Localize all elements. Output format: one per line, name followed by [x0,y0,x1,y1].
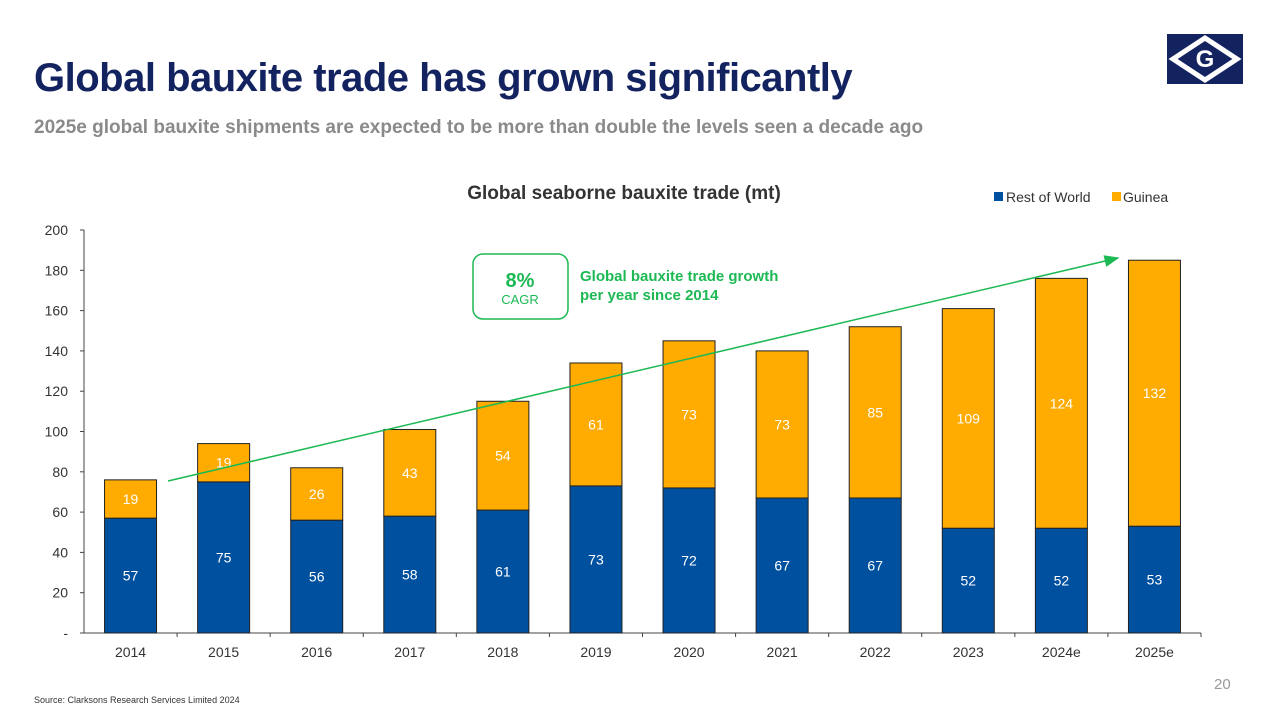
data-label-rest-of-world: 75 [216,549,232,565]
cagr-box [472,253,569,320]
data-label-guinea: 109 [957,410,981,426]
bar-rest-of-world [383,515,437,634]
data-label-guinea: 19 [123,491,139,507]
bar-guinea [1034,277,1088,529]
x-tick-label: 2016 [301,644,332,660]
bar-guinea [104,479,158,519]
data-label-rest-of-world: 58 [402,567,418,583]
data-label-rest-of-world: 61 [495,564,511,580]
x-tick-label: 2023 [953,644,984,660]
x-tick-label: 2022 [860,644,891,660]
data-label-rest-of-world: 53 [1147,572,1163,588]
company-logo: G [1167,34,1243,84]
data-label-rest-of-world: 73 [588,551,604,567]
data-label-rest-of-world: 52 [1054,573,1070,589]
bar-guinea [197,443,251,483]
data-label-rest-of-world: 72 [681,552,697,568]
y-tick-label: 20 [52,585,68,601]
y-tick-label: - [63,625,68,641]
data-label-guinea: 85 [867,404,883,420]
data-label-guinea: 73 [774,416,790,432]
legend-label-row: Rest of World [1006,189,1091,205]
data-label-guinea: 73 [681,406,697,422]
data-label-rest-of-world: 67 [774,557,790,573]
bar-guinea [290,467,344,521]
page-number: 20 [1214,676,1231,693]
growth-arrow [167,255,1120,482]
data-label-guinea: 132 [1143,385,1167,401]
data-label-guinea: 26 [309,486,325,502]
data-label-guinea: 61 [588,416,604,432]
y-tick-label: 40 [52,544,68,560]
cagr-label: CAGR [501,292,539,307]
data-label-rest-of-world: 56 [309,569,325,585]
x-tick-label: 2017 [394,644,425,660]
bar-rest-of-world [848,497,902,634]
data-label-guinea: 124 [1050,395,1074,411]
bar-rest-of-world [476,509,530,634]
cagr-text-line1: Global bauxite trade growth [580,268,778,285]
data-label-rest-of-world: 52 [961,573,977,589]
bar-rest-of-world [197,481,251,634]
y-tick-label: 60 [52,504,68,520]
x-tick-label: 2019 [580,644,611,660]
bar-rest-of-world [104,517,158,634]
bar-guinea [755,350,809,499]
cagr-value: 8% [506,270,535,292]
bar-guinea [941,308,995,529]
cagr-callout: 8% CAGR Global bauxite trade growth per … [472,253,778,320]
bar-rest-of-world [1127,525,1181,634]
y-tick-label: 160 [45,303,69,319]
y-tick-label: 120 [45,383,69,399]
bar-rest-of-world [941,527,995,634]
y-tick-label: 140 [45,343,69,359]
bar-guinea [476,400,530,511]
bar-rest-of-world [1034,527,1088,634]
source-note: Source: Clarksons Research Services Limi… [34,695,240,705]
page-title: Global bauxite trade has grown significa… [34,56,853,100]
bar-guinea [383,428,437,517]
data-label-rest-of-world: 57 [123,568,139,584]
x-tick-label: 2021 [767,644,798,660]
bar-rest-of-world [569,485,623,634]
data-label-guinea: 54 [495,448,511,464]
page-subtitle: 2025e global bauxite shipments are expec… [34,117,924,138]
bar-guinea [848,326,902,499]
x-tick-label: 2024e [1042,644,1081,660]
bar-guinea [662,340,716,489]
svg-text:G: G [1196,46,1215,73]
y-tick-label: 180 [45,262,69,278]
bar-guinea [1127,259,1181,527]
legend-label-guinea: Guinea [1123,189,1168,205]
x-tick-label: 2025e [1135,644,1174,660]
chart-title: Global seaborne bauxite trade (mt) [467,183,781,204]
data-label-guinea: 43 [402,465,418,481]
y-tick-label: 100 [45,424,69,440]
y-tick-label: 80 [52,464,68,480]
cagr-text-line2: per year since 2014 [580,287,719,304]
x-tick-label: 2018 [487,644,518,660]
data-label-rest-of-world: 67 [867,557,883,573]
y-tick-label: 200 [45,222,69,238]
x-tick-label: 2015 [208,644,239,660]
bar-guinea [569,362,623,487]
legend-swatch-guinea [1112,192,1121,201]
x-tick-label: 2014 [115,644,146,660]
x-tick-label: 2020 [673,644,704,660]
legend-swatch-row [994,192,1003,201]
bar-rest-of-world [755,497,809,634]
legend: Rest of World Guinea [994,189,1168,205]
